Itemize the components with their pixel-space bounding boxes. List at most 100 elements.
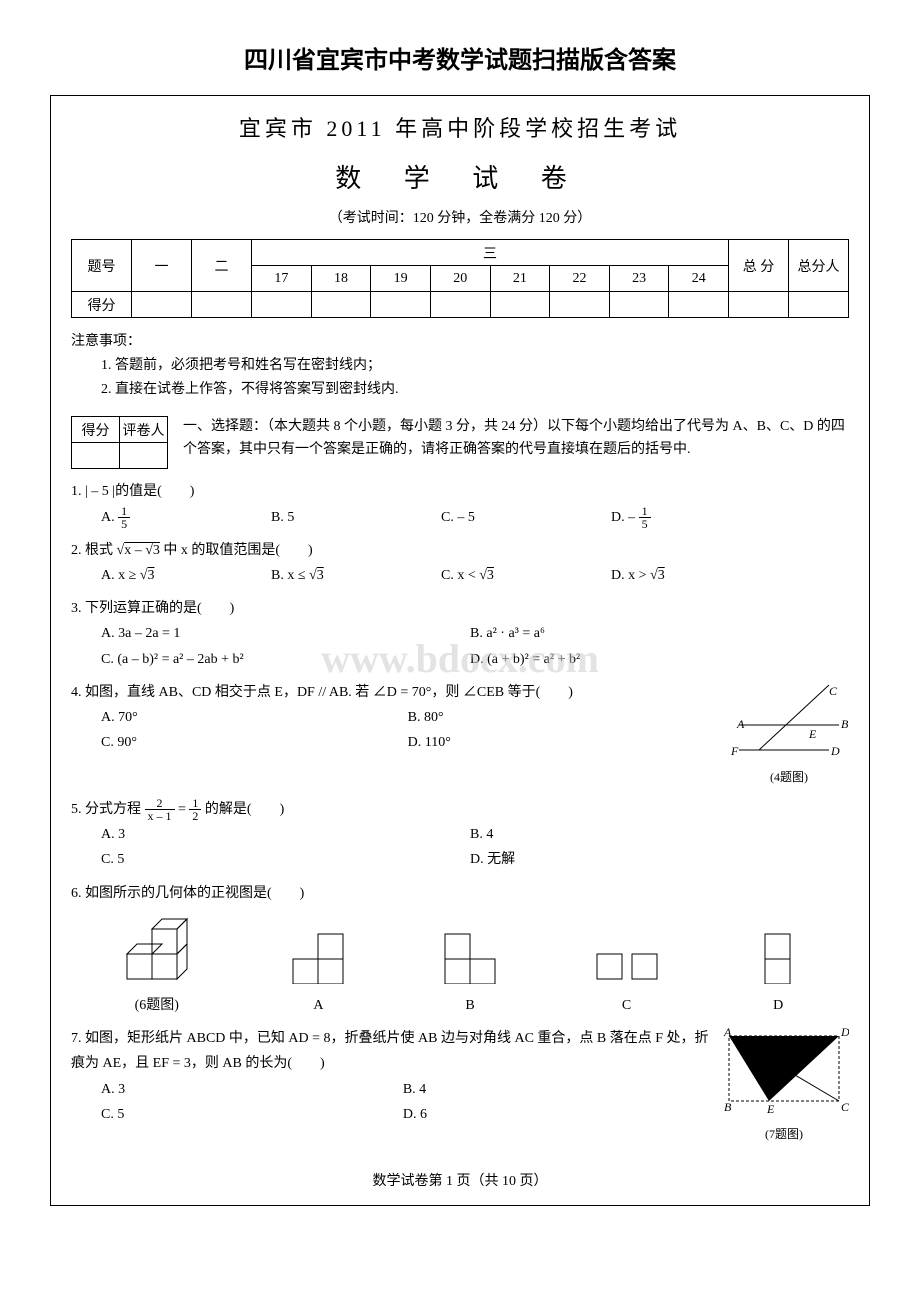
label: B — [841, 717, 849, 731]
note-item: 2. 直接在试卷上作答，不得将答案写到密封线内. — [71, 378, 849, 402]
cell — [132, 292, 192, 318]
radicand: 3 — [658, 568, 665, 583]
note-item: 1. 答题前，必须把考号和姓名写在密封线内； — [71, 354, 849, 378]
exam-info: （考试时间：120 分钟，全卷满分 120 分） — [71, 207, 849, 227]
q6-solid: (6题图) — [117, 914, 197, 1018]
choice-b: B. x ≤ √3 — [271, 563, 431, 588]
choices: A. x ≥ √3 B. x ≤ √3 C. x < √3 D. x > √3 — [71, 563, 849, 588]
choice-a: A. 3 — [101, 1077, 393, 1102]
radicand: 3 — [153, 543, 160, 558]
choice-b: B. 4 — [403, 1077, 695, 1102]
cell: 22 — [550, 266, 610, 292]
choice-a: A. 3a – 2a = 1 — [101, 621, 460, 646]
table-row: 得分 — [72, 292, 849, 318]
document-frame: 宜宾市 2011 年高中阶段学校招生考试 数 学 试 卷 （考试时间：120 分… — [50, 95, 870, 1206]
section-description: 一、选择题：（本大题共 8 个小题，每小题 3 分，共 24 分）以下每个小题均… — [183, 416, 849, 461]
denominator: x – 1 — [145, 810, 175, 822]
choice-b: B. 80° — [408, 705, 705, 730]
numerator: 1 — [639, 505, 651, 518]
denominator: 5 — [639, 518, 651, 530]
main-title: 四川省宜宾市中考数学试题扫描版含答案 — [50, 40, 870, 75]
question-stem: 5. 分式方程 2x – 1 = 12 的解是( ) — [71, 797, 849, 822]
label: D — [830, 744, 840, 758]
label: B — [724, 1100, 732, 1114]
page-footer: 数学试卷第 1 页（共 10 页） — [71, 1170, 849, 1190]
geometry-diagram-icon: A B C D E F — [729, 680, 849, 760]
choice-label: B — [440, 993, 500, 1018]
denominator: 2 — [189, 810, 201, 822]
cell — [120, 443, 168, 469]
choice-d: D. 110° — [408, 730, 705, 755]
score-table: 题号 一 二 三 总 分 总分人 17 18 19 20 21 22 23 24… — [71, 239, 849, 318]
cell: 20 — [430, 266, 490, 292]
choice-label: D. – — [611, 510, 639, 525]
cell — [609, 292, 669, 318]
question-stem: 7. 如图，矩形纸片 ABCD 中，已知 AD = 8，折叠纸片使 AB 边与对… — [71, 1026, 709, 1076]
cell — [72, 443, 120, 469]
cell: 24 — [669, 266, 729, 292]
choice-a: A. 3 — [101, 822, 460, 847]
cell — [490, 292, 550, 318]
cell-label: 得分 — [72, 292, 132, 318]
text: = — [178, 802, 189, 817]
choice-c: C. 90° — [101, 730, 398, 755]
table-row: 得分 评卷人 — [72, 417, 168, 443]
question-5: 5. 分式方程 2x – 1 = 12 的解是( ) A. 3 B. 4 C. … — [71, 797, 849, 873]
text: 2. 根式 √ — [71, 543, 124, 558]
cell: 一 — [132, 240, 192, 292]
fraction: 15 — [118, 505, 130, 530]
radicand: 3 — [147, 568, 154, 583]
choices: A. 3a – 2a = 1 B. a² · a³ = a⁶ C. (a – b… — [71, 621, 849, 671]
view-option-icon — [592, 944, 662, 984]
label: A — [723, 1026, 732, 1039]
cell — [550, 292, 610, 318]
figure-q4: A B C D E F (4题图) — [729, 680, 849, 789]
question-stem: 3. 下列运算正确的是( ) — [71, 596, 849, 621]
cell — [669, 292, 729, 318]
question-body: 7. 如图，矩形纸片 ABCD 中，已知 AD = 8，折叠纸片使 AB 边与对… — [71, 1026, 709, 1127]
question-stem: 1. | – 5 |的值是( ) — [71, 479, 849, 504]
denominator: 5 — [118, 518, 130, 530]
question-2: 2. 根式 √x – √3 中 x 的取值范围是( ) A. x ≥ √3 B.… — [71, 538, 849, 588]
fraction: 15 — [639, 505, 651, 530]
choice-c: C. x < √3 — [441, 563, 601, 588]
notes-section: 注意事项： 1. 答题前，必须把考号和姓名写在密封线内； 2. 直接在试卷上作答… — [71, 330, 849, 401]
view-option-icon — [753, 929, 803, 984]
text: A. x ≥ √ — [101, 568, 147, 583]
label: C — [841, 1100, 849, 1114]
choice-b: B. a² · a³ = a⁶ — [470, 621, 829, 646]
choice-d: D. – 15 — [611, 505, 771, 530]
choice-a: A. 70° — [101, 705, 398, 730]
label: A — [736, 717, 745, 731]
text: 的解是( ) — [205, 802, 284, 817]
cell: 得分 — [72, 417, 120, 443]
cell: 19 — [371, 266, 431, 292]
question-6: 6. 如图所示的几何体的正视图是( ) (6题图) — [71, 881, 849, 1019]
text: x – √ — [124, 543, 153, 558]
choice-c: C. 5 — [101, 1102, 393, 1127]
geometry-diagram-icon: A D B C E F — [719, 1026, 849, 1116]
fraction: 12 — [189, 797, 201, 822]
cell: 二 — [192, 240, 252, 292]
table-row — [72, 443, 168, 469]
cell: 17 — [252, 266, 312, 292]
choice-label: C — [592, 993, 662, 1018]
question-3: 3. 下列运算正确的是( ) A. 3a – 2a = 1 B. a² · a³… — [71, 596, 849, 672]
numerator: 1 — [118, 505, 130, 518]
choice-d: D — [753, 929, 803, 1018]
choice-label: D — [753, 993, 803, 1018]
choices: A. 3 B. 4 C. 5 D. 6 — [71, 1077, 709, 1127]
choice-c: C. 5 — [101, 847, 460, 872]
label: F — [730, 744, 739, 758]
view-option-icon — [440, 929, 500, 984]
choice-c: C. (a – b)² = a² – 2ab + b² — [101, 647, 460, 672]
cell: 23 — [609, 266, 669, 292]
cell — [371, 292, 431, 318]
text: C. x < √ — [441, 568, 487, 583]
cell — [311, 292, 371, 318]
cell — [729, 292, 789, 318]
solid-figure-icon — [117, 914, 197, 984]
page-container: 四川省宜宾市中考数学试题扫描版含答案 www.bdocx.com 宜宾市 201… — [50, 40, 870, 1206]
choices: A. 70° B. 80° C. 90° D. 110° — [71, 705, 719, 755]
choices: A. 3 B. 4 C. 5 D. 无解 — [71, 822, 849, 872]
